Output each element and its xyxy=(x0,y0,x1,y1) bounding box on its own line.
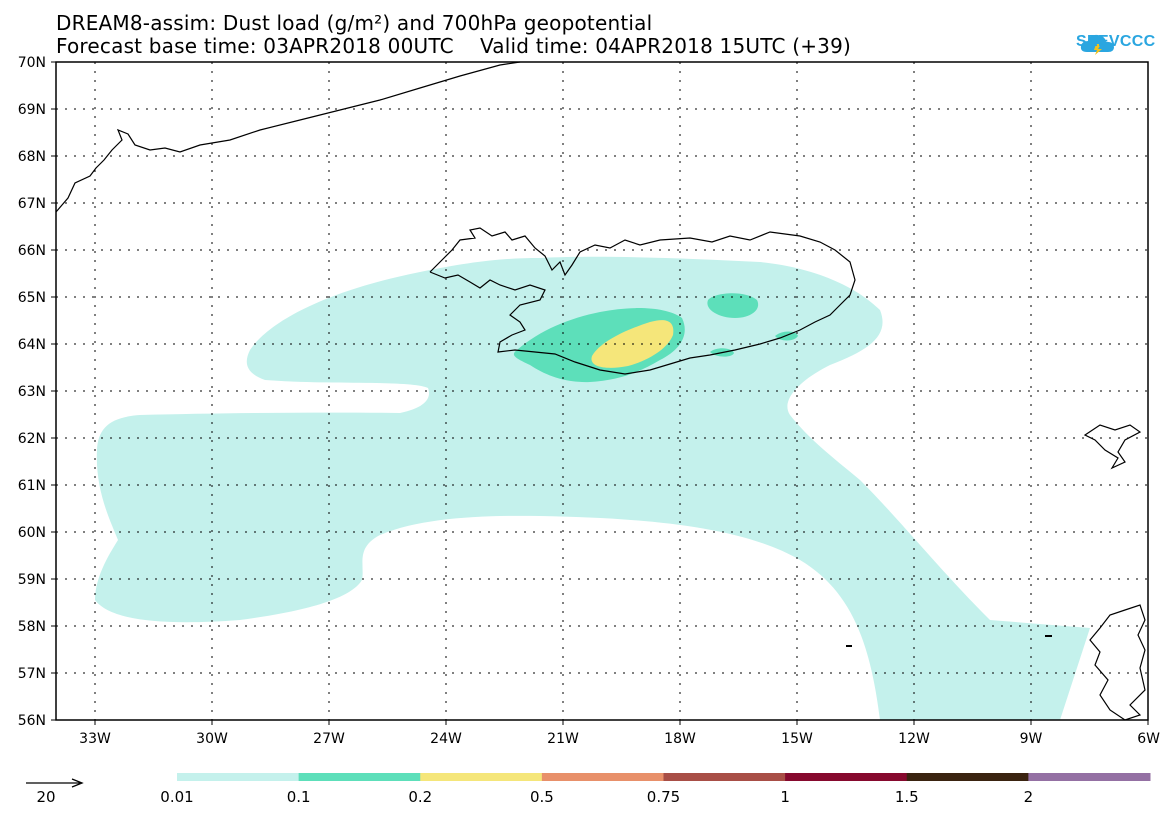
colorbar-label: 1 xyxy=(780,788,790,806)
lon-tick-label: 6W xyxy=(1137,731,1160,747)
lon-tick-label: 18W xyxy=(664,731,696,747)
colorbar-label: 0.2 xyxy=(408,788,432,806)
map-subtitle: Forecast base time: 03APR2018 00UTC Vali… xyxy=(56,34,852,58)
logo-text: SEEVCCC xyxy=(1076,33,1156,50)
latitude-labels: 70N 69N 68N 67N 66N 65N 64N 63N 62N 61N 60N 59N 58N 5… xyxy=(18,55,56,729)
lat-tick-label: 69N xyxy=(18,102,46,118)
colorbar-swatch xyxy=(177,773,300,781)
colorbar-label: 1.5 xyxy=(895,788,919,806)
lon-tick-label: 30W xyxy=(196,731,228,747)
coastlines xyxy=(55,61,1146,721)
wind-reference-vector: 20 xyxy=(26,778,84,806)
lat-tick-label: 62N xyxy=(18,431,46,447)
dust-region-0-01 xyxy=(95,256,1090,720)
colorbar-label: 0.75 xyxy=(647,788,680,806)
colorbar-swatch xyxy=(420,773,543,781)
lon-tick-label: 12W xyxy=(898,731,930,747)
lat-tick-label: 67N xyxy=(18,196,46,212)
lat-tick-label: 70N xyxy=(18,55,46,71)
colorbar-swatch xyxy=(1028,773,1151,781)
colorbar-label: 0.1 xyxy=(287,788,311,806)
lat-lon-grid xyxy=(56,62,1148,720)
colorbar-label: 0.01 xyxy=(160,788,193,806)
colorbar-label: 0.5 xyxy=(530,788,554,806)
lat-tick-label: 65N xyxy=(18,290,46,306)
colorbar-swatch xyxy=(906,773,1029,781)
lat-tick-label: 58N xyxy=(18,619,46,635)
lat-tick-label: 61N xyxy=(18,478,46,494)
lat-tick-label: 68N xyxy=(18,149,46,165)
lat-tick-label: 60N xyxy=(18,525,46,541)
colorbar-swatch xyxy=(785,773,908,781)
wind-vector-label: 20 xyxy=(36,788,55,806)
map-title: DREAM8-assim: Dust load (g/m²) and 700hP… xyxy=(56,11,653,35)
lat-tick-label: 64N xyxy=(18,337,46,353)
lat-tick-label: 59N xyxy=(18,572,46,588)
longitude-labels: 33W 30W 27W 24W 21W 18W 15W 12W 9W 6W xyxy=(79,720,1160,747)
colorbar-label: 2 xyxy=(1024,788,1034,806)
lon-tick-label: 9W xyxy=(1020,731,1043,747)
colorbar-swatch xyxy=(541,773,664,781)
lat-tick-label: 56N xyxy=(18,713,46,729)
cloud-icon xyxy=(1080,34,1114,55)
lon-tick-label: 24W xyxy=(430,731,462,747)
lon-tick-label: 15W xyxy=(781,731,813,747)
lon-tick-label: 33W xyxy=(79,731,111,747)
lon-tick-label: 27W xyxy=(313,731,345,747)
lat-tick-label: 66N xyxy=(18,243,46,259)
lat-tick-label: 57N xyxy=(18,666,46,682)
colorbar-swatch xyxy=(663,773,786,781)
lat-tick-label: 63N xyxy=(18,384,46,400)
lon-tick-label: 21W xyxy=(547,731,579,747)
colorbar: 0.01 0.1 0.2 0.5 0.75 1 1.5 2 xyxy=(160,773,1151,806)
colorbar-swatch xyxy=(298,773,421,781)
